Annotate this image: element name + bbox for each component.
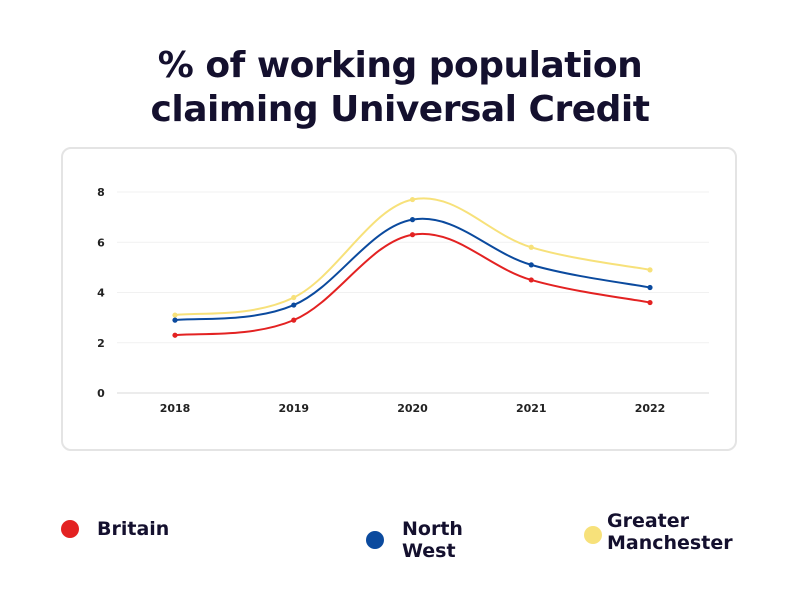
x-tick-label: 2020 (397, 402, 428, 415)
y-tick-label: 4 (97, 287, 105, 300)
data-point-greater-manchester (291, 294, 297, 301)
x-tick-label: 2018 (160, 402, 191, 415)
legend-label-north-west: North West (402, 518, 463, 562)
legend-swatch-britain (61, 520, 79, 538)
legend-item-britain: Britain (61, 518, 169, 540)
series-line-britain (174, 232, 651, 337)
data-point-britain (647, 299, 653, 306)
x-tick-label: 2022 (635, 402, 666, 415)
chart-title-line-1: % of working population (157, 45, 643, 86)
data-point-north-west (291, 302, 297, 308)
data-point-north-west (172, 317, 178, 323)
y-tick-label: 6 (97, 236, 105, 249)
legend-swatch-greater-manchester (584, 526, 602, 544)
y-tick-label: 2 (97, 337, 105, 350)
legend-label-britain: Britain (97, 518, 170, 540)
data-point-north-west (528, 262, 534, 268)
data-point-britain (528, 277, 534, 283)
x-tick-label: 2021 (516, 402, 547, 415)
legend-item-north-west: North West (366, 518, 516, 562)
data-point-britain (172, 332, 178, 338)
data-point-north-west (409, 217, 416, 223)
x-tick-label: 2019 (278, 402, 309, 415)
chart-title-line-2: claiming Universal Credit (150, 89, 650, 130)
data-point-north-west (647, 284, 653, 291)
y-tick-label: 0 (97, 387, 105, 400)
data-point-britain (291, 317, 297, 323)
legend-label-greater-manchester: Greater Manchester (607, 510, 733, 554)
data-point-greater-manchester (172, 312, 178, 318)
legend-swatch-north-west (366, 531, 384, 549)
data-point-greater-manchester (647, 267, 653, 273)
data-point-britain (409, 232, 416, 238)
data-point-greater-manchester (409, 196, 416, 203)
legend-item-greater-manchester: Greater Manchester (584, 510, 774, 554)
chart-title: % of working population claiming Univers… (0, 44, 800, 132)
y-tick-label: 8 (97, 186, 105, 199)
data-point-greater-manchester (528, 244, 534, 250)
series-line-greater-manchester (174, 197, 651, 317)
